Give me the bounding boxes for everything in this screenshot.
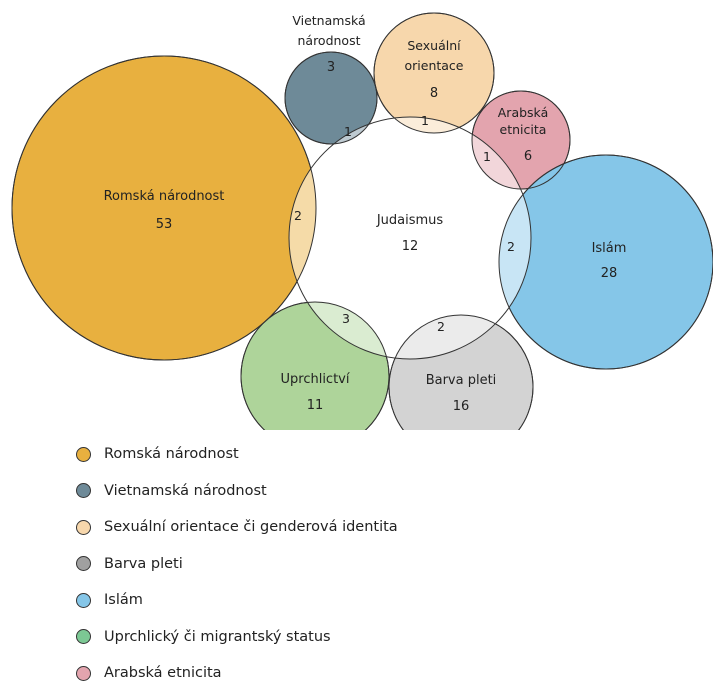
circle-islam bbox=[498, 154, 713, 370]
legend-label: Romská národnost bbox=[104, 446, 239, 463]
legend-item: Romská národnost bbox=[76, 436, 398, 473]
label-vietnamska-value: 3 bbox=[327, 60, 335, 75]
label-vietnamska-name-line2: národnost bbox=[297, 33, 360, 48]
legend-swatch bbox=[76, 556, 91, 572]
bubble-diagram: Judaismus 12 Romská národnost 53 Vietnam… bbox=[11, 12, 713, 430]
label-arabska-name-line1: Arabská bbox=[498, 105, 548, 120]
outline-islam bbox=[498, 154, 713, 370]
outline-sexualni bbox=[373, 12, 495, 134]
label-arabska-value: 6 bbox=[524, 149, 532, 164]
legend-swatch bbox=[76, 592, 91, 608]
legend-item: Sexuální orientace či genderová identita bbox=[76, 509, 398, 546]
label-romska-name: Romská národnost bbox=[104, 189, 225, 204]
legend-label: Arabská etnicita bbox=[104, 665, 222, 682]
legend-item: Arabská etnicita bbox=[76, 655, 398, 692]
overlap-uprchlictvi bbox=[289, 302, 389, 359]
legend-swatch bbox=[76, 519, 91, 535]
legend-swatch bbox=[76, 483, 91, 499]
overlap-count-barva: 2 bbox=[437, 319, 445, 334]
label-romska-value: 53 bbox=[156, 217, 173, 232]
label-islam-name: Islám bbox=[592, 241, 627, 256]
legend-swatch bbox=[76, 446, 91, 462]
overlap-count-vietnamska: 1 bbox=[344, 124, 352, 139]
outline-uprchlictvi bbox=[240, 301, 390, 430]
overlap-count-arabska: 1 bbox=[483, 149, 491, 164]
legend-item: Uprchlický či migrantský status bbox=[76, 619, 398, 656]
circle-sexualni bbox=[373, 12, 495, 134]
label-barva-value: 16 bbox=[453, 399, 470, 414]
label-uprchlictvi-value: 11 bbox=[307, 398, 324, 413]
legend-label: Barva pleti bbox=[104, 555, 183, 572]
overlap-count-romska: 2 bbox=[294, 208, 302, 223]
legend-label: Islám bbox=[104, 592, 143, 609]
overlap-count-islam: 2 bbox=[507, 239, 515, 254]
overlap-count-sexualni: 1 bbox=[421, 113, 429, 128]
label-judaismus-name: Judaismus bbox=[376, 213, 444, 228]
label-uprchlictvi-name: Uprchlictví bbox=[281, 372, 350, 387]
legend-item: Islám bbox=[76, 582, 398, 619]
outline-romska bbox=[11, 55, 317, 361]
outline-vietnamska bbox=[284, 51, 378, 145]
label-sexualni-value: 8 bbox=[430, 86, 438, 101]
circle-romska bbox=[11, 55, 317, 361]
legend-label: Vietnamská národnost bbox=[104, 482, 267, 499]
label-islam-value: 28 bbox=[601, 266, 618, 281]
outline-barva bbox=[388, 314, 534, 430]
circle-judaismus bbox=[289, 117, 531, 359]
label-barva-name: Barva pleti bbox=[426, 373, 497, 388]
legend-swatch bbox=[76, 665, 91, 681]
outline-judaismus bbox=[288, 116, 532, 360]
label-arabska-name-line2: etnicita bbox=[500, 122, 547, 137]
overlap-count-uprchlictvi: 3 bbox=[342, 311, 350, 326]
label-judaismus-value: 12 bbox=[402, 239, 419, 254]
legend-item: Barva pleti bbox=[76, 546, 398, 583]
circle-outlines bbox=[11, 12, 713, 430]
label-sexualni-name-line1: Sexuální bbox=[407, 38, 461, 53]
legend-label: Uprchlický či migrantský status bbox=[104, 628, 331, 645]
label-vietnamska-name-line1: Vietnamská bbox=[292, 13, 365, 28]
label-sexualni-name-line2: orientace bbox=[405, 58, 464, 73]
legend-swatch bbox=[76, 629, 91, 645]
legend-label: Sexuální orientace či genderová identita bbox=[104, 519, 398, 536]
legend-item: Vietnamská národnost bbox=[76, 473, 398, 510]
legend: Romská národnost Vietnamská národnost Sexu… bbox=[76, 436, 398, 692]
